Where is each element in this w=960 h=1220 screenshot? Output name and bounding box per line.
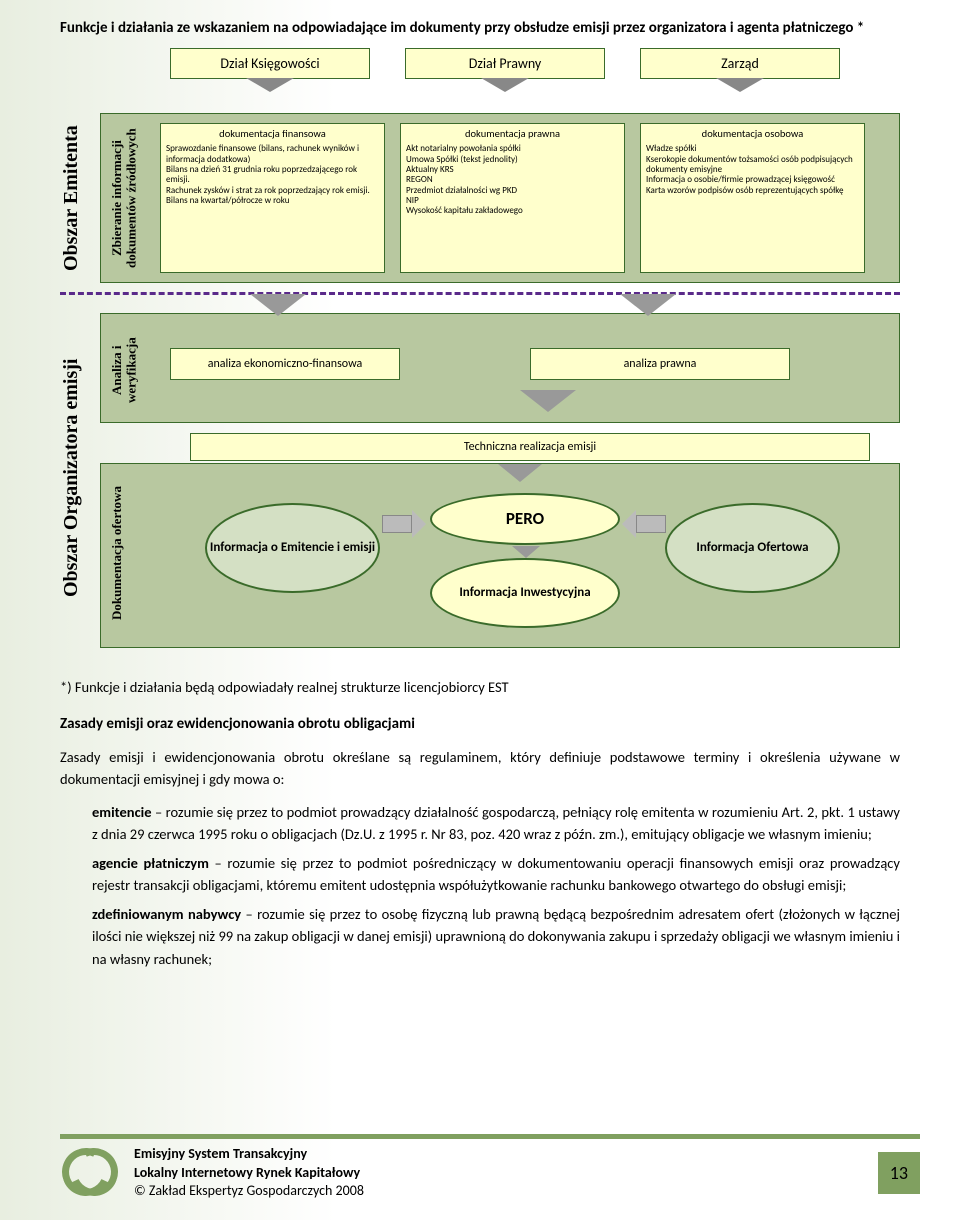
paragraph: Zasady emisji i ewidencjonowania obrotu … bbox=[60, 746, 900, 791]
footer-line: Emisyjny System Transakcyjny bbox=[134, 1145, 864, 1163]
vlabel-emitent-area: Obszar Emitenta bbox=[60, 118, 83, 278]
footnote: *) Funkcje i działania będą odpowiadały … bbox=[60, 676, 900, 698]
definition-item: emitencie – rozumie się przez to podmiot… bbox=[60, 801, 900, 846]
tech-box: Techniczna realizacja emisji bbox=[190, 433, 870, 461]
docbox-financial: dokumentacja finansowa Sprawozdanie fina… bbox=[160, 123, 385, 273]
docbox-heading: dokumentacja prawna bbox=[406, 128, 619, 140]
dept-legal: Dział Prawny bbox=[405, 48, 605, 79]
dept-row: Dział Księgowości Dział Prawny Zarząd bbox=[170, 48, 840, 79]
definition-term: zdefiniowanym nabywcy bbox=[92, 905, 241, 923]
arrow-down-icon bbox=[620, 294, 676, 316]
subheading: Zasady emisji oraz ewidencjonowania obro… bbox=[60, 713, 900, 736]
ellipse-label: Informacja o Emitencie i emisji bbox=[210, 540, 375, 556]
analysis-economic: analiza ekonomiczno-finansowa bbox=[170, 348, 400, 380]
dept-label: Dział Prawny bbox=[469, 55, 542, 72]
arrow-down-icon bbox=[520, 390, 576, 412]
ellipse-offer-info: Informacja Ofertowa bbox=[665, 503, 840, 593]
dept-board: Zarząd bbox=[640, 48, 840, 79]
vlabel-collection: Zbieranie informacji dokumentów źródłowy… bbox=[110, 118, 139, 278]
body-text: *) Funkcje i działania będą odpowiadały … bbox=[60, 676, 900, 970]
footer-text: Emisyjny System Transakcyjny Lokalny Int… bbox=[134, 1145, 864, 1200]
footer: Emisyjny System Transakcyjny Lokalny Int… bbox=[60, 1134, 920, 1200]
docbox-body: Akt notarialny powołania spółki Umowa Sp… bbox=[406, 144, 619, 216]
dept-accounting: Dział Księgowości bbox=[170, 48, 370, 79]
docbox-body: Władze spółki Kserokopie dokumentów tożs… bbox=[646, 144, 859, 196]
definition-item: agencie płatniczym – rozumie się przez t… bbox=[60, 852, 900, 897]
vlabel-analysis: Analiza i weryfikacja bbox=[110, 318, 139, 423]
page-title: Funkcje i działania ze wskazaniem na odp… bbox=[60, 18, 900, 38]
definition-term: agencie płatniczym bbox=[92, 854, 209, 872]
arrow-right-icon bbox=[622, 510, 666, 538]
arrow-down-icon bbox=[716, 78, 764, 92]
arrow-right-icon bbox=[382, 510, 426, 538]
docbox-personal: dokumentacja osobowa Władze spółki Ksero… bbox=[640, 123, 865, 273]
ellipse-label: PERO bbox=[506, 509, 544, 529]
divider bbox=[60, 292, 900, 295]
docbox-heading: dokumentacja osobowa bbox=[646, 128, 859, 140]
definition-text: – rozumie się przez to podmiot pośrednic… bbox=[92, 854, 900, 894]
docbox-legal: dokumentacja prawna Akt notarialny powoł… bbox=[400, 123, 625, 273]
arrow-down-icon bbox=[246, 78, 294, 92]
analysis-legal: analiza prawna bbox=[530, 348, 790, 380]
ellipse-pero: PERO bbox=[430, 493, 620, 545]
ellipse-label: Informacja Ofertowa bbox=[696, 540, 808, 556]
vlabel-organizer-area: Obszar Organizatora emisji bbox=[60, 318, 83, 638]
arrow-down-icon bbox=[498, 464, 542, 482]
footer-line: Lokalny Internetowy Rynek Kapitałowy bbox=[134, 1164, 864, 1182]
vlabel-documentation: Dokumentacja ofertowa bbox=[110, 468, 124, 638]
arrow-down-icon bbox=[512, 546, 540, 558]
definition-text: – rozumie się przez to podmiot prowadząc… bbox=[92, 803, 900, 843]
ellipse-label: Informacja Inwestycyjna bbox=[459, 585, 590, 601]
dept-label: Dział Księgowości bbox=[220, 55, 319, 72]
definition-item: zdefiniowanym nabywcy – rozumie się prze… bbox=[60, 903, 900, 970]
page-number: 13 bbox=[878, 1152, 920, 1194]
arrow-down-icon bbox=[250, 294, 306, 316]
dept-label: Zarząd bbox=[721, 55, 759, 72]
arrow-down-icon bbox=[481, 78, 529, 92]
docbox-heading: dokumentacja finansowa bbox=[166, 128, 379, 140]
docbox-body: Sprawozdanie finansowe (bilans, rachunek… bbox=[166, 144, 379, 206]
diagram: Dział Księgowości Dział Prawny Zarząd Ob… bbox=[60, 48, 900, 658]
ellipse-investment-info: Informacja Inwestycyjna bbox=[430, 558, 620, 628]
ellipse-issuer-info: Informacja o Emitencie i emisji bbox=[205, 503, 380, 593]
footer-line: © Zakład Ekspertyz Gospodarczych 2008 bbox=[134, 1182, 864, 1200]
logo-icon bbox=[60, 1146, 120, 1200]
definition-term: emitencie bbox=[92, 803, 152, 821]
